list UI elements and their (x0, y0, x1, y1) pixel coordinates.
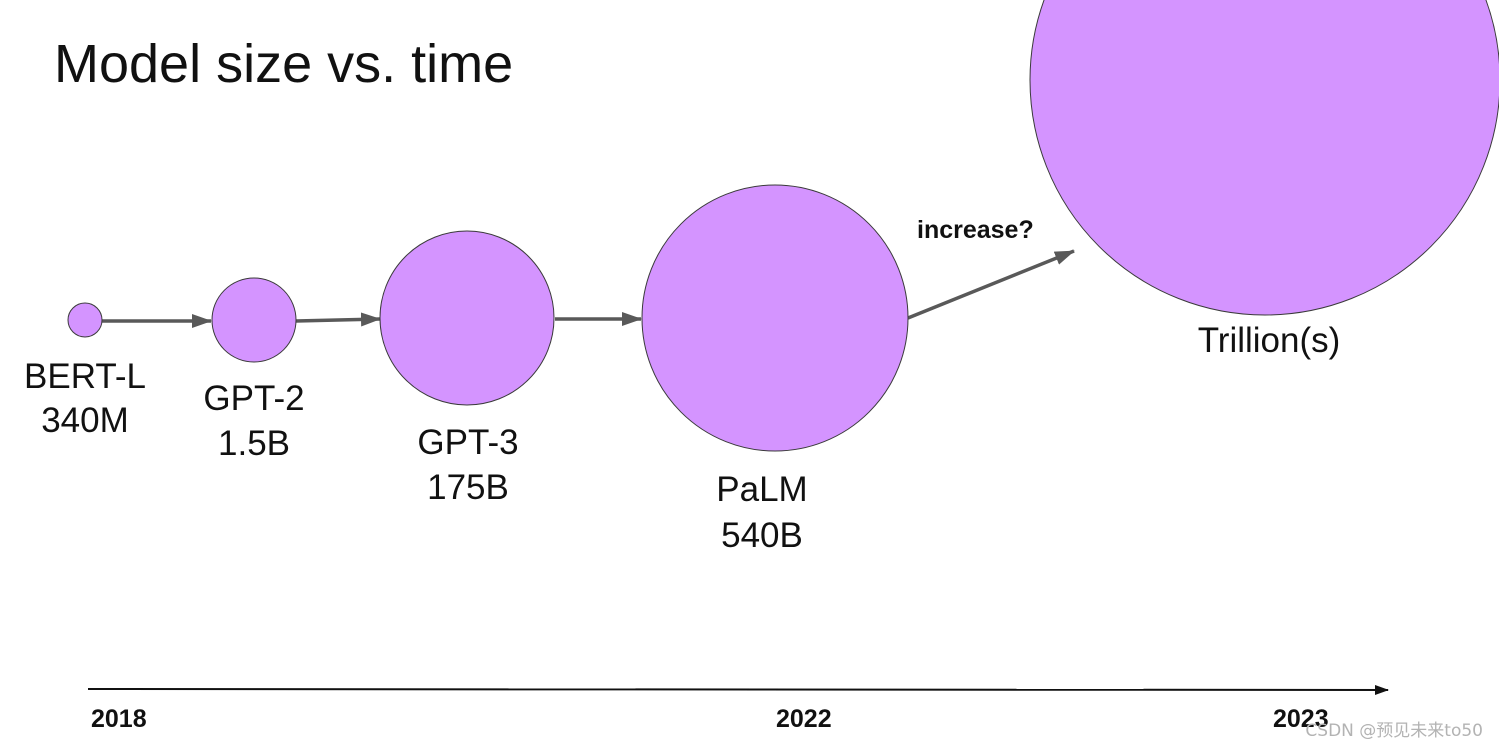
page-title: Model size vs. time (54, 34, 513, 94)
timeline-year-2018: 2018 (91, 705, 147, 733)
model-name-gpt-3: GPT-3 (417, 423, 518, 462)
future-size-label: Trillion(s) (1198, 321, 1341, 360)
timeline-year-2022: 2022 (776, 705, 832, 733)
model-size-palm: 540B (721, 516, 803, 555)
model-size-gpt-3: 175B (427, 468, 509, 507)
model-name-palm: PaLM (716, 470, 807, 509)
model-name-bert-l: BERT-L (24, 357, 146, 396)
watermark-text: CSDN @预见未来to50 (1305, 721, 1483, 741)
model-size-gpt-2: 1.5B (218, 424, 290, 463)
bubble-trillion (1029, 0, 1499, 316)
model-name-gpt-2: GPT-2 (203, 379, 304, 418)
bubble-gpt-3 (379, 230, 555, 406)
model-size-bert-l: 340M (41, 401, 129, 440)
bubble-palm (641, 184, 909, 452)
timeline-arrow (87, 684, 1389, 695)
increase-annotation: increase? (917, 216, 1034, 244)
bubble-gpt-2 (211, 277, 297, 363)
arrow-palm-to-trillion (907, 249, 1075, 320)
arrow-gpt2-to-gpt3 (295, 312, 381, 327)
bubble-bert-l (67, 302, 103, 338)
timeline-year-2023: 2023 (1273, 705, 1329, 733)
